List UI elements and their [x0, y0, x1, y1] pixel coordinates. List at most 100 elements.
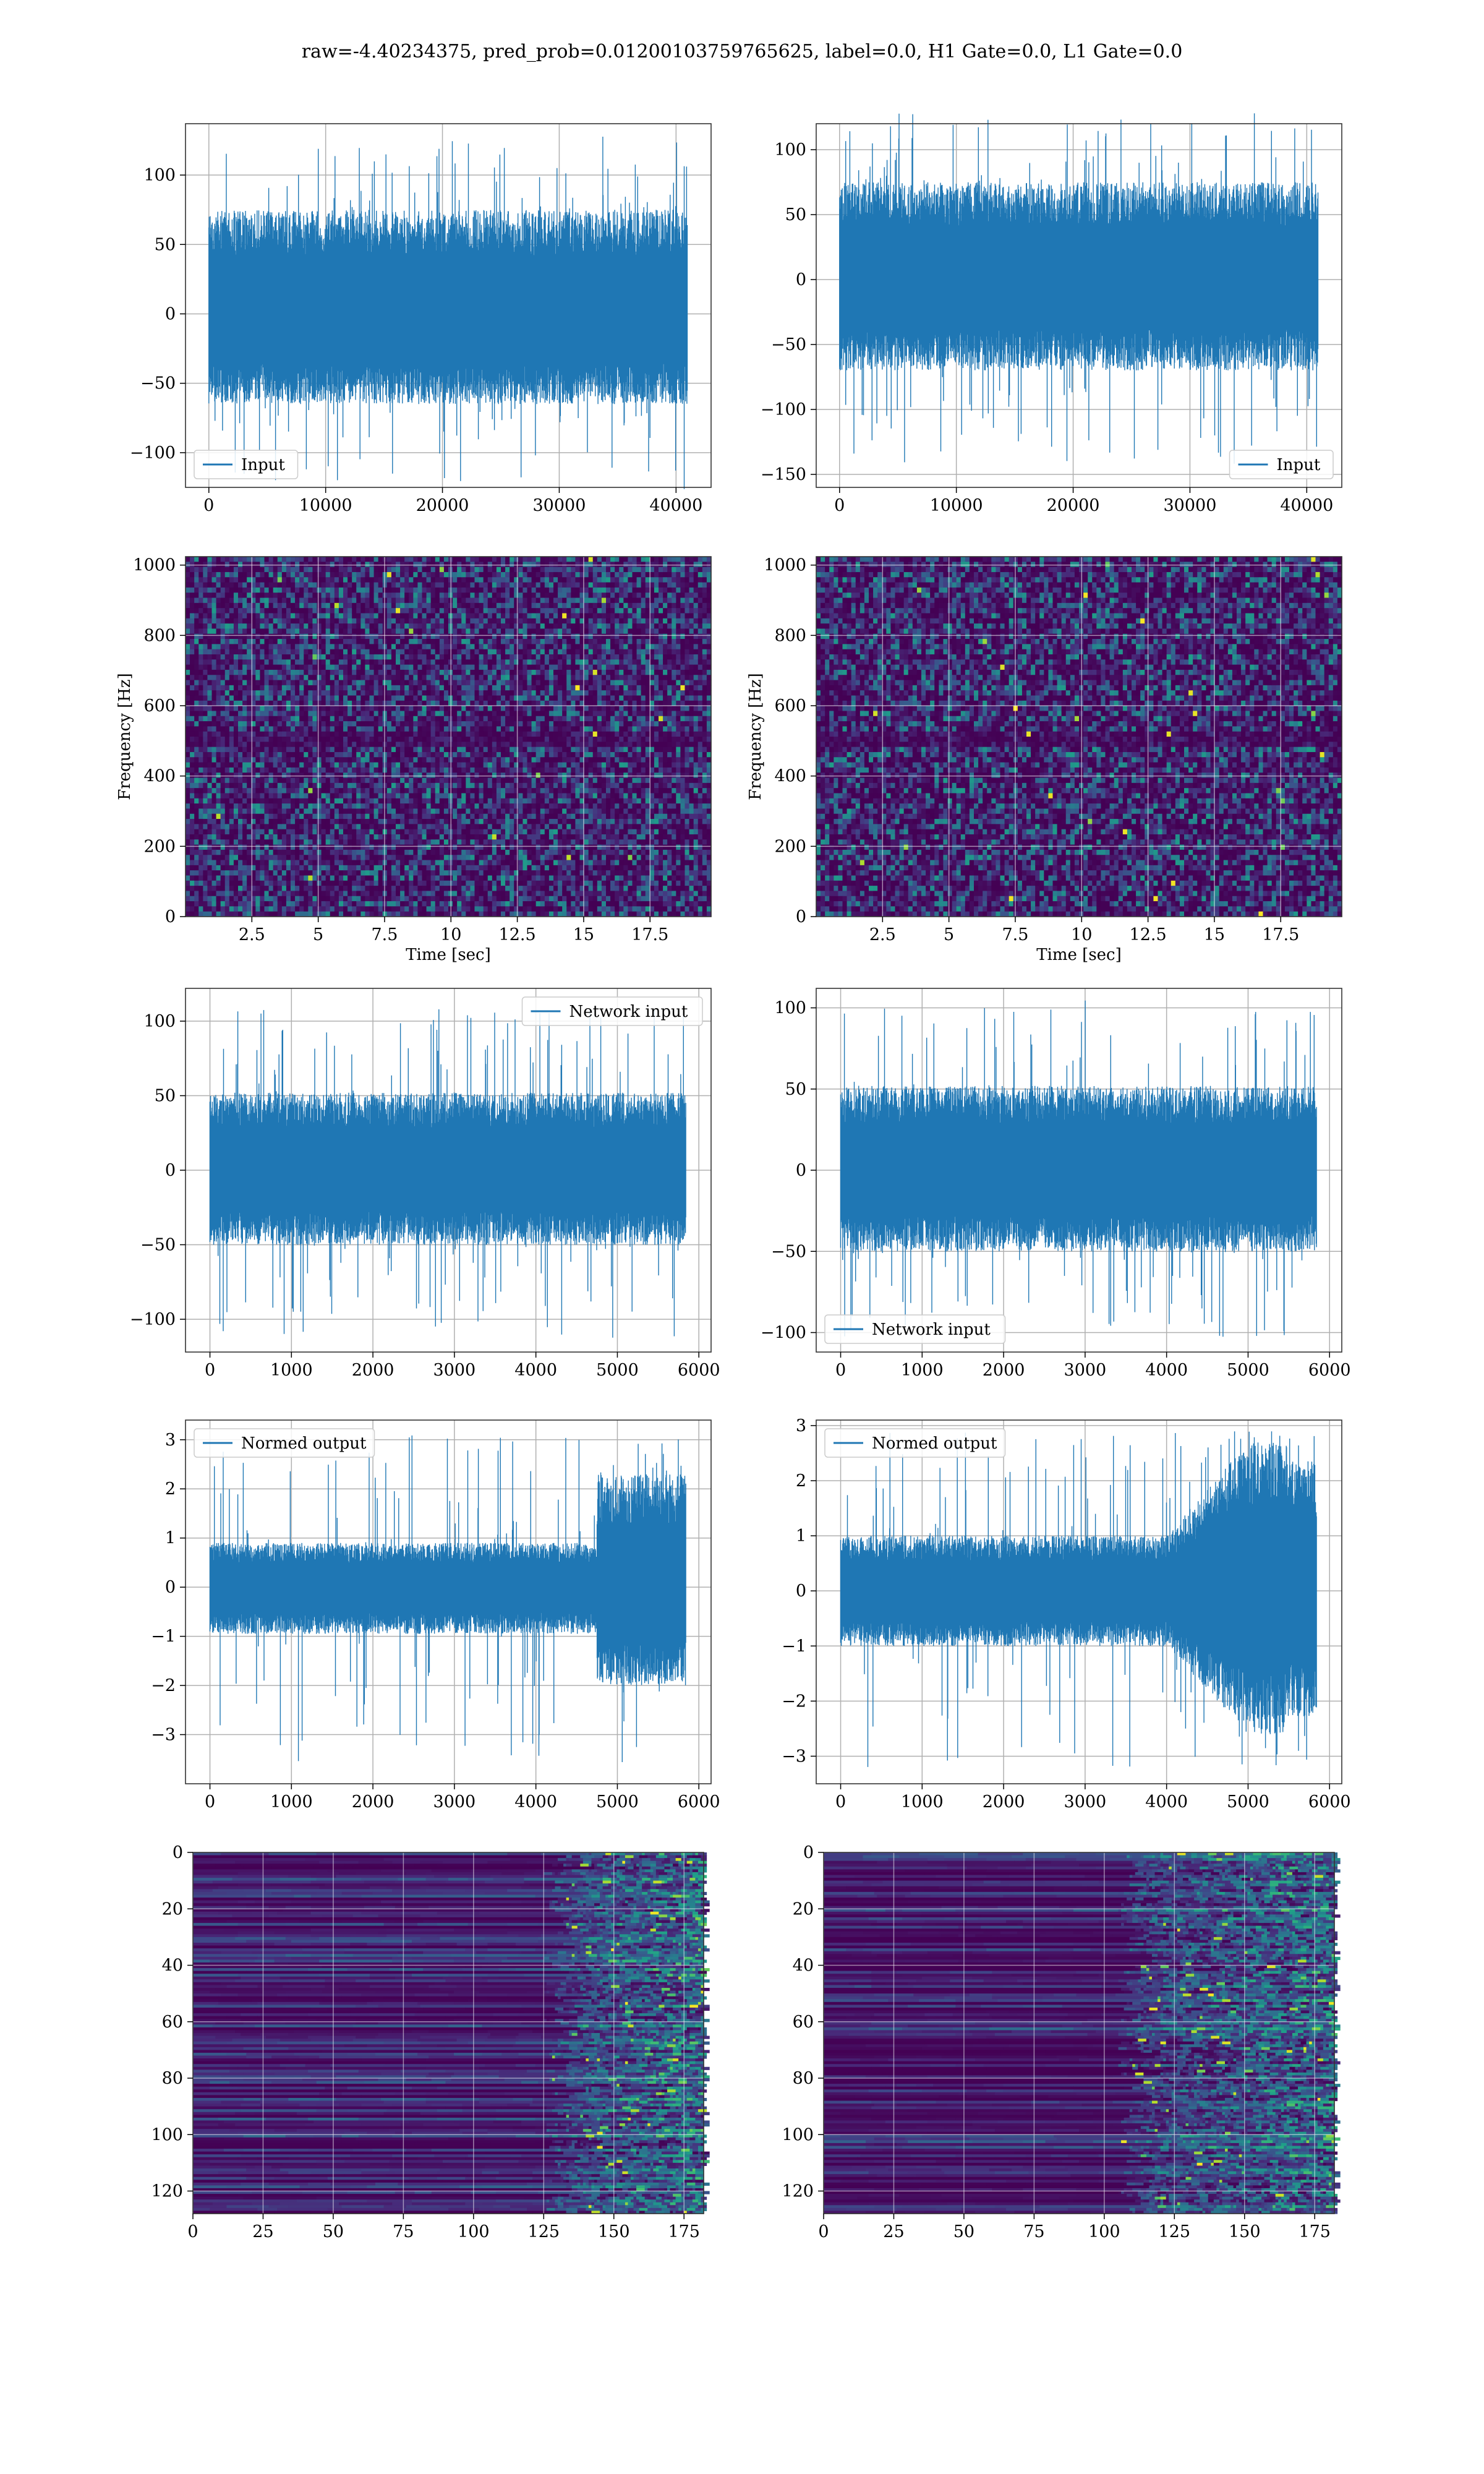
- x-tick-label: 30000: [532, 496, 586, 515]
- x-tick-label: 5000: [1227, 1792, 1269, 1812]
- x-tick-label: 40000: [649, 496, 702, 515]
- y-axis-label: Frequency [Hz]: [116, 673, 134, 800]
- y-tick-label: 40: [793, 1956, 814, 1975]
- legend: Normed output: [194, 1429, 375, 1457]
- y-tick-label: −50: [771, 1242, 806, 1261]
- y-tick-label: 100: [774, 999, 806, 1018]
- legend-label: Normed output: [241, 1434, 367, 1453]
- y-tick-label: −1: [151, 1627, 176, 1646]
- y-tick-label: 0: [165, 304, 176, 323]
- x-tick-label: 0: [187, 2222, 198, 2241]
- y-tick-label: 50: [155, 1087, 176, 1106]
- x-tick-label: 50: [323, 2222, 344, 2241]
- x-tick-label: 17.5: [1262, 925, 1299, 944]
- x-tick-label: 25: [252, 2222, 273, 2241]
- x-tick-label: 3000: [433, 1361, 476, 1380]
- x-tick-label: 20000: [416, 496, 469, 515]
- y-tick-label: −50: [771, 335, 806, 354]
- y-tick-label: 100: [782, 2125, 814, 2144]
- y-tick-label: 50: [785, 1080, 806, 1099]
- x-tick-label: 2000: [352, 1792, 394, 1812]
- y-tick-label: 0: [796, 270, 806, 289]
- x-tick-label: 10: [1071, 925, 1092, 944]
- y-tick-label: 0: [173, 1843, 183, 1862]
- y-tick-label: 400: [774, 767, 806, 786]
- y-tick-label: 1: [796, 1526, 806, 1546]
- x-tick-label: 5000: [596, 1361, 639, 1380]
- y-tick-label: 3: [796, 1416, 806, 1436]
- x-tick-label: 10000: [299, 496, 352, 515]
- x-tick-label: 1000: [901, 1792, 944, 1812]
- x-tick-label: 20000: [1047, 496, 1100, 515]
- x-tick-label: 6000: [678, 1361, 720, 1380]
- y-tick-label: −50: [140, 1235, 176, 1254]
- x-tick-label: 0: [205, 1792, 215, 1812]
- y-tick-label: 100: [151, 2125, 183, 2144]
- x-tick-label: 0: [835, 1792, 846, 1812]
- x-tick-label: 2000: [352, 1361, 394, 1380]
- heatmap-cells: [824, 1852, 1341, 2214]
- y-tick-label: 2: [165, 1479, 176, 1499]
- x-tick-label: 75: [1023, 2222, 1044, 2241]
- legend: Input: [194, 450, 298, 479]
- y-tick-label: 60: [793, 2013, 814, 2032]
- x-tick-label: 4000: [514, 1361, 557, 1380]
- x-tick-label: 0: [834, 496, 845, 515]
- legend-label: Input: [1277, 456, 1321, 474]
- y-tick-label: −150: [761, 465, 806, 484]
- x-tick-label: 10: [440, 925, 461, 944]
- x-tick-label: 100: [458, 2222, 490, 2241]
- subplot-l1-network-input: 0 1000 2000 3000 4000 5000 6000−100−50050100Ne…: [761, 988, 1351, 1380]
- y-tick-label: −3: [151, 1726, 176, 1745]
- x-tick-label: 25: [883, 2222, 904, 2241]
- legend-label: Input: [241, 456, 285, 474]
- subplot-l1-spectrogram: 2.5 5 7.5 10 12.5 15 17.502004006008001000Time…: [746, 556, 1342, 964]
- y-tick-label: −2: [151, 1676, 176, 1695]
- y-tick-label: 0: [796, 1582, 806, 1601]
- x-tick-label: 4000: [1145, 1361, 1188, 1380]
- y-tick-label: 1: [165, 1529, 176, 1548]
- x-tick-label: 7.5: [1002, 925, 1028, 944]
- y-tick-label: 3: [165, 1431, 176, 1450]
- x-tick-label: 75: [393, 2222, 414, 2241]
- y-axis-label: Frequency [Hz]: [746, 673, 765, 800]
- x-tick-label: 1000: [270, 1361, 313, 1380]
- y-tick-label: 800: [143, 626, 176, 645]
- x-tick-label: 175: [1298, 2222, 1331, 2241]
- x-tick-label: 3000: [1064, 1361, 1107, 1380]
- x-tick-label: 150: [1229, 2222, 1261, 2241]
- x-tick-label: 2.5: [869, 925, 896, 944]
- subplot-h1-spectrogram: 2.5 5 7.5 10 12.5 15 17.502004006008001000Time…: [116, 556, 712, 964]
- x-tick-label: 125: [528, 2222, 560, 2241]
- x-tick-label: 40000: [1280, 496, 1333, 515]
- y-tick-label: 120: [151, 2182, 183, 2201]
- x-tick-label: 12.5: [1130, 925, 1167, 944]
- legend: Network input: [825, 1315, 1005, 1343]
- y-tick-label: 1000: [764, 556, 806, 575]
- y-tick-label: −2: [782, 1692, 806, 1711]
- y-tick-label: 600: [774, 696, 806, 716]
- x-tick-label: 7.5: [371, 925, 398, 944]
- x-tick-label: 100: [1088, 2222, 1120, 2241]
- x-axis-label: Time [sec]: [1036, 946, 1122, 964]
- x-tick-label: 2000: [983, 1792, 1025, 1812]
- x-tick-label: 0: [205, 1361, 215, 1380]
- legend-label: Normed output: [872, 1434, 997, 1453]
- y-tick-label: 50: [785, 205, 806, 225]
- y-tick-label: 2: [796, 1471, 806, 1491]
- legend: Network input: [522, 997, 703, 1025]
- y-tick-label: 20: [162, 1899, 183, 1919]
- y-tick-label: 0: [796, 1161, 806, 1180]
- y-tick-label: 50: [155, 235, 176, 254]
- y-tick-label: 600: [143, 696, 176, 716]
- y-tick-label: 0: [165, 907, 176, 927]
- y-tick-label: 1000: [133, 556, 176, 575]
- y-tick-label: 200: [143, 837, 176, 856]
- x-axis-label: Time [sec]: [406, 946, 491, 964]
- legend: Input: [1230, 450, 1334, 479]
- x-tick-label: 4000: [1145, 1792, 1188, 1812]
- x-tick-label: 6000: [1308, 1361, 1351, 1380]
